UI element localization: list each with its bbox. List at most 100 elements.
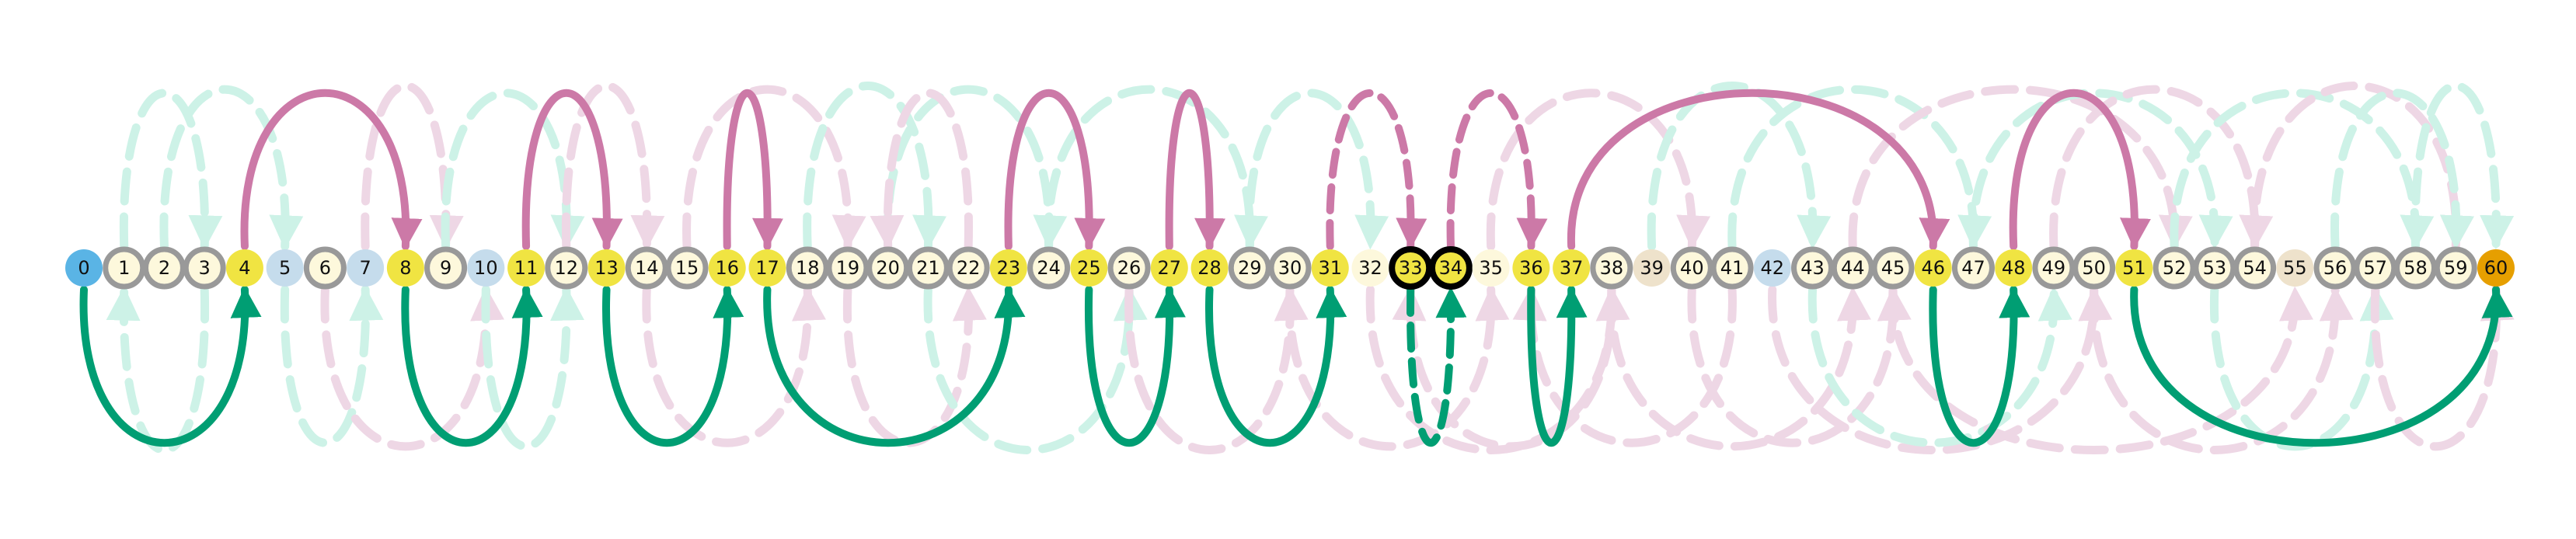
faint-arcs-layer [106,82,2515,454]
faint-arc-41-36 [1512,285,1737,447]
node-label-15: 15 [675,257,699,279]
node-49: 49 [2032,246,2076,290]
faint-arc-21-26 [923,285,1148,454]
node-circle-34 [1428,246,1473,290]
node-circle-58 [2394,246,2438,290]
node-10: 10 [467,249,505,287]
node-circle-55 [2276,249,2314,287]
node-39: 39 [1633,249,1671,287]
node-circle-0 [65,249,103,287]
node-circle-25 [1070,249,1108,287]
node-circle-22 [946,246,990,290]
node-circle-8 [386,249,424,287]
node-38: 38 [1590,246,1633,290]
arc-4-8 [240,89,423,250]
node-label-10: 10 [474,257,498,279]
node-circle-19 [826,246,870,290]
node-label-32: 32 [1358,257,1382,279]
faint-arc-50-56 [2090,285,2354,454]
node-label-24: 24 [1037,257,1061,279]
node-31: 31 [1311,249,1349,287]
arc-28-31 [1205,286,1347,447]
node-circle-32 [1351,249,1389,287]
node-36: 36 [1512,249,1550,287]
faint-arc-39-43 [1647,82,1832,251]
faint-arc-30-35 [1285,285,1510,451]
node-35: 35 [1472,249,1510,287]
node-label-9: 9 [440,257,451,279]
node-12: 12 [545,246,588,290]
node-circle-3 [183,246,226,290]
node-label-19: 19 [836,257,860,279]
faint-arc-38-44 [1607,285,1871,451]
node-13: 13 [587,249,626,287]
node-8: 8 [386,249,424,287]
node-label-42: 42 [1761,257,1785,279]
node-circle-26 [1107,246,1151,290]
node-label-14: 14 [635,257,659,279]
faint-arc-18-21 [803,82,947,251]
faint-arc-9-12 [441,89,585,251]
node-label-18: 18 [796,257,820,279]
node-label-41: 41 [1720,257,1745,279]
faint-arc-26-30 [1124,285,1309,454]
node-circle-31 [1311,249,1349,287]
arc-17-23 [763,286,1026,447]
node-circle-13 [587,249,626,287]
node-circle-14 [625,246,668,290]
node-5: 5 [266,249,304,287]
node-18: 18 [786,246,829,290]
node-41: 41 [1710,246,1754,290]
node-circle-12 [545,246,588,290]
node-circle-56 [2313,246,2357,290]
node-label-22: 22 [957,257,981,279]
arc-46-48 [1929,286,2030,447]
arc-8-11 [401,286,543,447]
node-label-29: 29 [1238,257,1262,279]
node-20: 20 [866,246,910,290]
node-43: 43 [1791,246,1835,290]
node-48: 48 [1995,249,2033,287]
node-label-43: 43 [1800,257,1825,279]
node-label-21: 21 [916,257,940,279]
node-60: 60 [2477,249,2515,287]
node-label-31: 31 [1318,257,1342,279]
node-label-55: 55 [2283,257,2307,279]
node-circle-48 [1995,249,2033,287]
node-label-36: 36 [1519,257,1543,279]
faint-arc-1-3 [119,89,223,251]
node-28: 28 [1190,249,1229,287]
node-label-27: 27 [1158,257,1182,279]
faint-arc-56-59 [2330,89,2474,251]
node-54: 54 [2233,246,2277,290]
node-label-54: 54 [2243,257,2267,279]
node-circle-4 [225,249,263,287]
node-label-25: 25 [1077,257,1101,279]
faint-arc-58-60 [2410,82,2515,251]
node-label-28: 28 [1197,257,1222,279]
node-1: 1 [103,246,146,290]
node-label-59: 59 [2444,257,2468,279]
faint-arc-29-32 [1245,89,1389,251]
faint-arc-43-49 [1807,285,2072,447]
node-57: 57 [2354,246,2397,290]
faint-arc-3-1 [106,285,210,454]
faint-arc-15-19 [682,85,866,251]
node-label-17: 17 [755,257,779,279]
node-label-51: 51 [2122,257,2146,279]
node-label-34: 34 [1439,257,1463,279]
faint-arc-53-57 [2209,285,2394,451]
node-23: 23 [989,249,1027,287]
node-4: 4 [225,249,263,287]
arc-37-46 [1567,89,1950,250]
node-circle-54 [2233,246,2277,290]
node-label-37: 37 [1560,257,1584,279]
node-label-12: 12 [555,257,579,279]
node-34: 34 [1428,246,1473,290]
node-label-40: 40 [1680,257,1704,279]
node-circle-39 [1633,249,1671,287]
arc-51-60 [2130,286,2513,447]
node-label-2: 2 [159,257,170,279]
node-25: 25 [1070,249,1108,287]
